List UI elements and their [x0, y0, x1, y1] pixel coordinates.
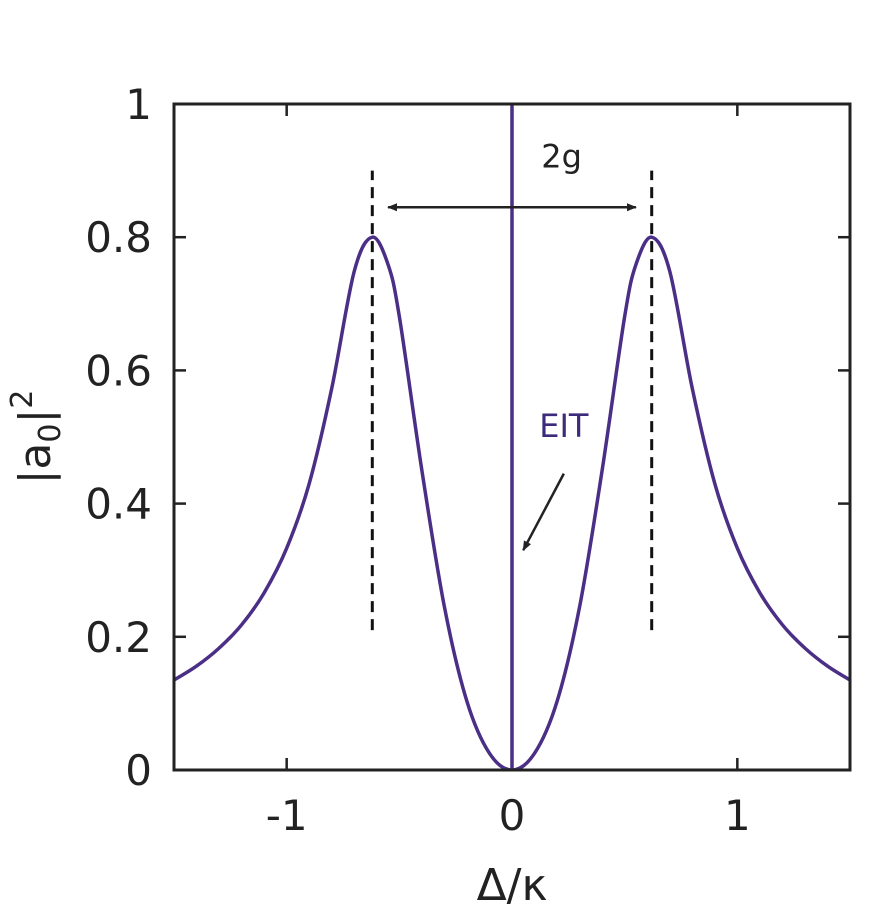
y-axis-label-tail: |: [10, 409, 61, 424]
y-axis-label-main: |a: [10, 443, 61, 485]
y-tick-label: 0.2: [85, 613, 152, 662]
series-line: [174, 235, 850, 770]
plot-area: [174, 104, 850, 770]
x-tick-label: 1: [724, 791, 751, 840]
tick-labels: -1 0 1 0 0.2 0.4 0.6 0.8 1: [85, 80, 750, 840]
x-axis-label: Δ/κ: [477, 860, 548, 905]
y-axis-label: |a0|2: [5, 390, 68, 485]
eit-arrow: [522, 473, 565, 552]
y-tick-label: 0.8: [85, 213, 152, 262]
y-axis-label-subscript: 0: [33, 424, 68, 443]
splitting-label: 2g: [541, 137, 582, 175]
y-tick-label: 1: [125, 80, 152, 129]
eit-label: EIT: [539, 407, 589, 445]
axes-frame: [172, 102, 852, 772]
x-tick-label: 0: [499, 791, 526, 840]
y-axis-label-superscript: 2: [5, 390, 40, 409]
x-tick-label: -1: [266, 791, 308, 840]
y-tick-label: 0.4: [85, 480, 152, 529]
y-tick-label: 0.6: [85, 346, 152, 395]
y-tick-label: 0: [125, 746, 152, 795]
